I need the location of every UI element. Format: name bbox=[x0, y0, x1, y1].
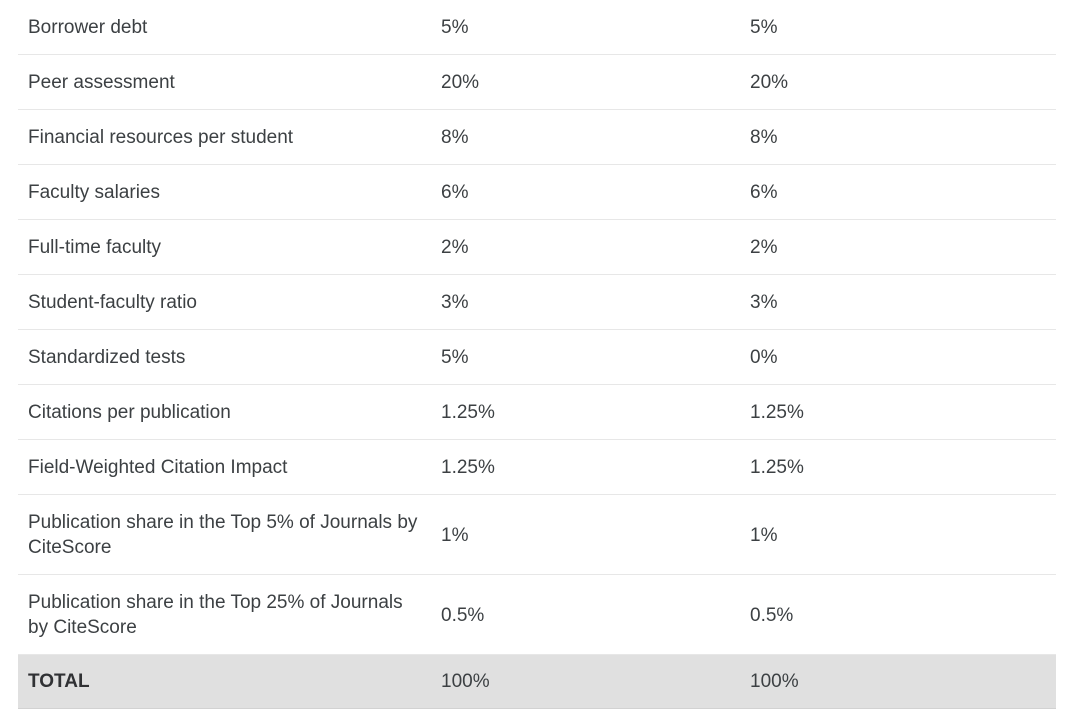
value-cell-2: 3% bbox=[740, 274, 1056, 330]
value-cell-1: 100% bbox=[431, 654, 740, 709]
value-cell-2: 20% bbox=[740, 54, 1056, 110]
indicator-cell: Standardized tests bbox=[18, 329, 431, 385]
table-row: Student-faculty ratio 3% 3% bbox=[18, 274, 1056, 330]
indicator-cell: Student-faculty ratio bbox=[18, 274, 431, 330]
value-cell-1: 8% bbox=[431, 109, 740, 165]
weights-table: Borrower debt 5% 5% Peer assessment 20% … bbox=[18, 0, 1056, 709]
indicator-cell: Field-Weighted Citation Impact bbox=[18, 439, 431, 495]
value-cell-2: 1% bbox=[740, 494, 1056, 575]
value-cell-2: 8% bbox=[740, 109, 1056, 165]
table-row: Field-Weighted Citation Impact 1.25% 1.2… bbox=[18, 439, 1056, 495]
table-row: TOTAL 100% 100% bbox=[18, 654, 1056, 709]
table-row: Publication share in the Top 5% of Journ… bbox=[18, 494, 1056, 575]
table-row: Full-time faculty 2% 2% bbox=[18, 219, 1056, 275]
value-cell-2: 6% bbox=[740, 164, 1056, 220]
table-row: Faculty salaries 6% 6% bbox=[18, 164, 1056, 220]
table-row: Borrower debt 5% 5% bbox=[18, 0, 1056, 55]
value-cell-2: 5% bbox=[740, 0, 1056, 55]
value-cell-2: 0.5% bbox=[740, 574, 1056, 655]
value-cell-2: 2% bbox=[740, 219, 1056, 275]
value-cell-1: 20% bbox=[431, 54, 740, 110]
indicator-cell: Peer assessment bbox=[18, 54, 431, 110]
table-row: Financial resources per student 8% 8% bbox=[18, 109, 1056, 165]
value-cell-2: 0% bbox=[740, 329, 1056, 385]
indicator-cell: Faculty salaries bbox=[18, 164, 431, 220]
value-cell-2: 1.25% bbox=[740, 384, 1056, 440]
table-row: Citations per publication 1.25% 1.25% bbox=[18, 384, 1056, 440]
table-row: Standardized tests 5% 0% bbox=[18, 329, 1056, 385]
value-cell-1: 0.5% bbox=[431, 574, 740, 655]
indicator-cell: Citations per publication bbox=[18, 384, 431, 440]
indicator-cell: Publication share in the Top 5% of Journ… bbox=[18, 494, 431, 575]
value-cell-1: 1% bbox=[431, 494, 740, 575]
indicator-cell: TOTAL bbox=[18, 654, 431, 709]
value-cell-1: 5% bbox=[431, 0, 740, 55]
value-cell-1: 1.25% bbox=[431, 439, 740, 495]
value-cell-1: 3% bbox=[431, 274, 740, 330]
value-cell-1: 1.25% bbox=[431, 384, 740, 440]
value-cell-1: 2% bbox=[431, 219, 740, 275]
value-cell-1: 5% bbox=[431, 329, 740, 385]
table-row: Peer assessment 20% 20% bbox=[18, 54, 1056, 110]
indicator-cell: Financial resources per student bbox=[18, 109, 431, 165]
value-cell-2: 100% bbox=[740, 654, 1056, 709]
indicator-cell: Publication share in the Top 25% of Jour… bbox=[18, 574, 431, 655]
indicator-cell: Borrower debt bbox=[18, 0, 431, 55]
table-row: Publication share in the Top 25% of Jour… bbox=[18, 574, 1056, 655]
indicator-cell: Full-time faculty bbox=[18, 219, 431, 275]
value-cell-1: 6% bbox=[431, 164, 740, 220]
value-cell-2: 1.25% bbox=[740, 439, 1056, 495]
